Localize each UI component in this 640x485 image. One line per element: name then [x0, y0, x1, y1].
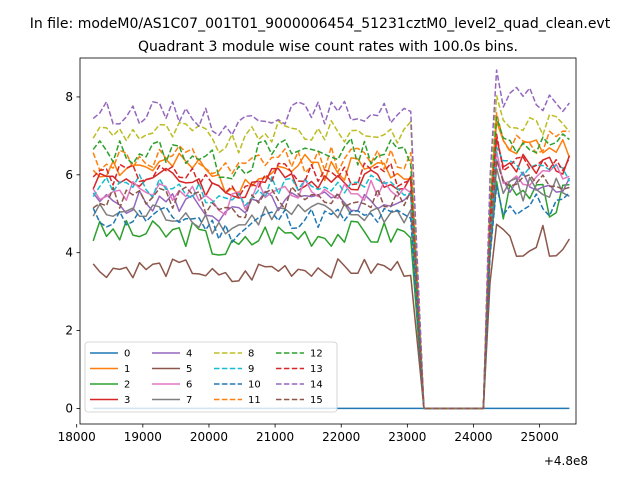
legend-label-15: 15 — [310, 395, 323, 406]
series-line-12 — [92, 116, 570, 410]
x-tick-label: 19000 — [124, 430, 162, 444]
legend-label-1: 1 — [124, 364, 130, 375]
series-line-5 — [92, 223, 571, 410]
plot-area: 18000 19000 20000 21000 22000 23000 24000 25000… — [58, 57, 577, 444]
legend-label-2: 2 — [124, 380, 130, 391]
series-line-8 — [92, 95, 570, 410]
x-tick-label: 23000 — [388, 430, 426, 444]
series-line-11 — [92, 112, 570, 410]
series-line-15 — [92, 159, 570, 410]
x-tick-label: 24000 — [454, 430, 492, 444]
y-tick-label: 0 — [65, 401, 73, 415]
series-line-2 — [92, 180, 570, 410]
series-line-14 — [92, 69, 570, 410]
legend-label-11: 11 — [248, 395, 261, 406]
legend-label-0: 0 — [124, 349, 130, 360]
legend-label-14: 14 — [310, 380, 323, 391]
x-tick-label: 25000 — [521, 430, 559, 444]
series-group — [92, 69, 571, 410]
y-tick-label: 6 — [65, 168, 73, 182]
legend-label-9: 9 — [248, 364, 254, 375]
axes-frame — [79, 57, 577, 425]
chart-suptitle: In file: modeM0/AS1C07_001T01_9000006454… — [30, 16, 611, 32]
x-tick-label: 21000 — [256, 430, 294, 444]
legend-label-13: 13 — [310, 364, 323, 375]
y-tick-label: 4 — [65, 246, 73, 260]
legend-label-4: 4 — [186, 349, 192, 360]
series-line-10 — [92, 184, 570, 410]
chart-title: Quadrant 3 module wise count rates with … — [138, 39, 518, 55]
legend-label-10: 10 — [248, 380, 261, 391]
legend-label-6: 6 — [186, 380, 192, 391]
legend-label-3: 3 — [124, 395, 130, 406]
x-tick-label: 20000 — [190, 430, 228, 444]
y-tick-label: 2 — [65, 324, 73, 338]
legend-label-12: 12 — [310, 349, 323, 360]
legend-label-7: 7 — [186, 395, 192, 406]
series-line-13 — [92, 133, 571, 410]
legend-label-5: 5 — [186, 364, 192, 375]
y-tick-label: 8 — [65, 90, 73, 104]
series-line-7 — [92, 167, 570, 410]
legend-box — [84, 341, 338, 413]
x-tick-label: 22000 — [322, 430, 360, 444]
series-line-6 — [92, 150, 570, 410]
legend-label-8: 8 — [248, 349, 254, 360]
x-tick-label: 18000 — [58, 430, 96, 444]
x-axis-offset-label: +4.8e8 — [544, 454, 588, 468]
